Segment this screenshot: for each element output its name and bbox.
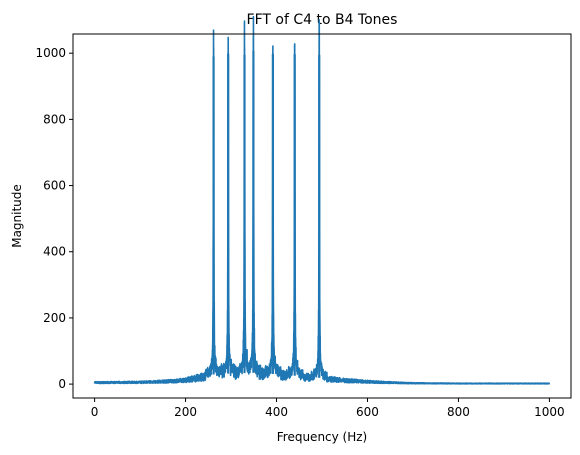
y-tick-label: 200 [43, 311, 66, 325]
y-tick-label: 0 [58, 377, 66, 391]
fft-magnitude-line [93, 15, 551, 385]
x-tick-label: 0 [91, 405, 99, 419]
chart-title: FFT of C4 to B4 Tones [247, 12, 398, 28]
x-tick-label: 1000 [534, 405, 565, 419]
x-axis-label: Frequency (Hz) [277, 430, 368, 444]
y-tick-label: 1000 [35, 46, 66, 60]
x-tick-label: 400 [265, 405, 288, 419]
x-axis-ticks: 0 200 400 600 800 1000 [91, 398, 565, 419]
y-axis-label: Magnitude [10, 184, 24, 248]
plot-area [72, 15, 572, 399]
series-layer [93, 15, 551, 385]
x-tick-label: 600 [356, 405, 379, 419]
y-axis-ticks: 0 200 400 600 800 1000 [35, 46, 73, 391]
y-tick-label: 800 [43, 112, 66, 126]
x-tick-label: 800 [447, 405, 470, 419]
plot-frame [72, 33, 572, 399]
x-tick-label: 200 [174, 405, 197, 419]
y-tick-label: 400 [43, 245, 66, 259]
y-tick-label: 600 [43, 179, 66, 193]
